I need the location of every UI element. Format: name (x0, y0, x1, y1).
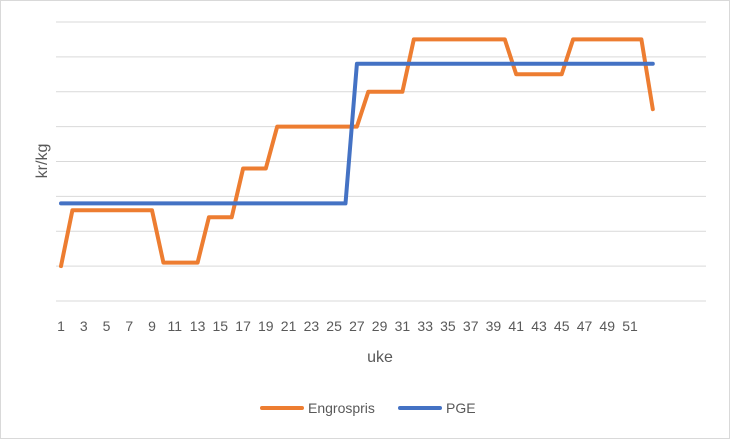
x-tick-label: 1 (57, 318, 65, 334)
x-tick-label: 11 (168, 318, 183, 334)
x-axis-title: uke (367, 349, 393, 366)
x-tick-label: 45 (554, 318, 570, 334)
x-tick-label: 23 (304, 318, 320, 334)
x-tick-label: 49 (599, 318, 615, 334)
gridlines (56, 21, 706, 302)
x-tick-label: 3 (80, 318, 88, 334)
x-tick-label: 43 (531, 318, 547, 334)
x-tick-label: 39 (486, 318, 502, 334)
x-tick-label: 51 (622, 318, 638, 334)
x-tick-label: 13 (190, 318, 206, 334)
x-tick-label: 15 (213, 318, 229, 334)
x-tick-label: 35 (440, 318, 456, 334)
legend: Engrospris PGE (260, 400, 476, 416)
x-tick-label: 41 (508, 318, 524, 334)
series-line-pge (59, 61, 655, 206)
series-line-engrospris (59, 37, 655, 269)
x-tick-label: 7 (125, 318, 133, 334)
x-tick-label: 9 (148, 318, 156, 334)
series-lines (59, 37, 655, 269)
legend-label-pge: PGE (446, 400, 476, 416)
legend-label-engrospris: Engrospris (308, 400, 375, 416)
x-tick-label: 37 (463, 318, 479, 334)
x-tick-labels: 1 3 5 7 9 11 13 15 17 19 21 23 25 27 29 31 33 35 37 39 41 43 4… (57, 318, 638, 334)
x-tick-label: 5 (103, 318, 111, 334)
x-tick-label: 31 (395, 318, 411, 334)
y-axis-title: kr/kg (34, 144, 51, 179)
x-tick-label: 27 (349, 318, 365, 334)
x-tick-label: 25 (326, 318, 342, 334)
x-tick-label: 47 (577, 318, 593, 334)
x-tick-label: 33 (417, 318, 433, 334)
x-tick-label: 29 (372, 318, 388, 334)
x-tick-label: 19 (258, 318, 274, 334)
x-tick-label: 21 (281, 318, 297, 334)
x-tick-label: 17 (235, 318, 251, 334)
